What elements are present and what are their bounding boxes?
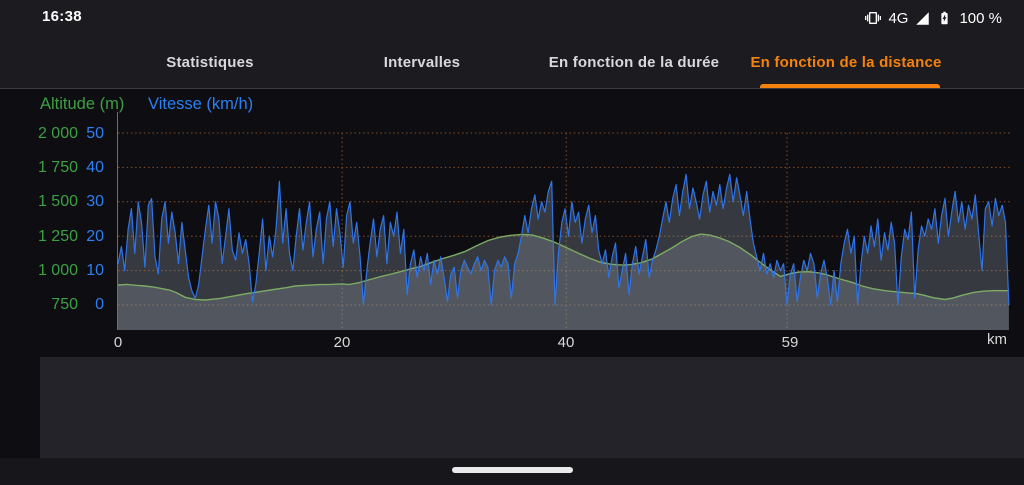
active-tab-indicator <box>760 84 940 88</box>
altitude-tick: 1 500 <box>37 193 78 210</box>
bottom-toolbar <box>40 357 1024 458</box>
tab-en-fonction-distance[interactable]: En fonction de la distance <box>750 53 942 71</box>
altitude-tick: 1 250 <box>37 228 78 245</box>
speed-tick: 30 <box>86 193 104 210</box>
distance-tick: 40 <box>557 334 575 351</box>
tab-bar: Statistiques Intervalles En fonction de … <box>0 36 1024 89</box>
speed-axis-title: Vitesse (km/h) <box>148 95 254 113</box>
gesture-handle[interactable] <box>452 467 573 473</box>
distance-tick: 20 <box>333 334 351 351</box>
status-icons: 4G 100 % <box>865 0 1002 36</box>
speed-tick: 50 <box>86 125 104 142</box>
tab-intervalles[interactable]: Intervalles <box>383 53 461 71</box>
speed-tick: 40 <box>86 159 104 176</box>
tab-en-fonction-duree[interactable]: En fonction de la durée <box>548 53 720 71</box>
speed-tick: 0 <box>95 296 104 313</box>
network-type-label: 4G <box>888 9 909 27</box>
distance-tick: 59 <box>781 334 799 351</box>
battery-percent-label: 100 % <box>959 9 1002 27</box>
altitude-tick: 1 750 <box>37 159 78 176</box>
distance-tick: 0 <box>113 334 123 351</box>
battery-charging-icon <box>937 10 952 26</box>
altitude-tick: 2 000 <box>37 125 78 142</box>
chart-canvas[interactable] <box>0 89 1024 355</box>
tab-statistiques[interactable]: Statistiques <box>166 53 254 71</box>
vibrate-icon <box>865 10 882 26</box>
signal-strength-icon <box>915 11 930 26</box>
altitude-tick: 1 000 <box>37 262 78 279</box>
clock: 16:38 <box>42 8 82 25</box>
altitude-axis-title: Altitude (m) <box>40 95 125 113</box>
speed-tick: 20 <box>86 228 104 245</box>
distance-unit-label: km <box>987 331 1007 348</box>
status-bar: 16:38 4G 100 % <box>0 0 1024 36</box>
speed-tick: 10 <box>86 262 104 279</box>
tab-strip: Statistiques Intervalles En fonction de … <box>104 36 952 88</box>
altitude-tick: 750 <box>51 296 78 313</box>
